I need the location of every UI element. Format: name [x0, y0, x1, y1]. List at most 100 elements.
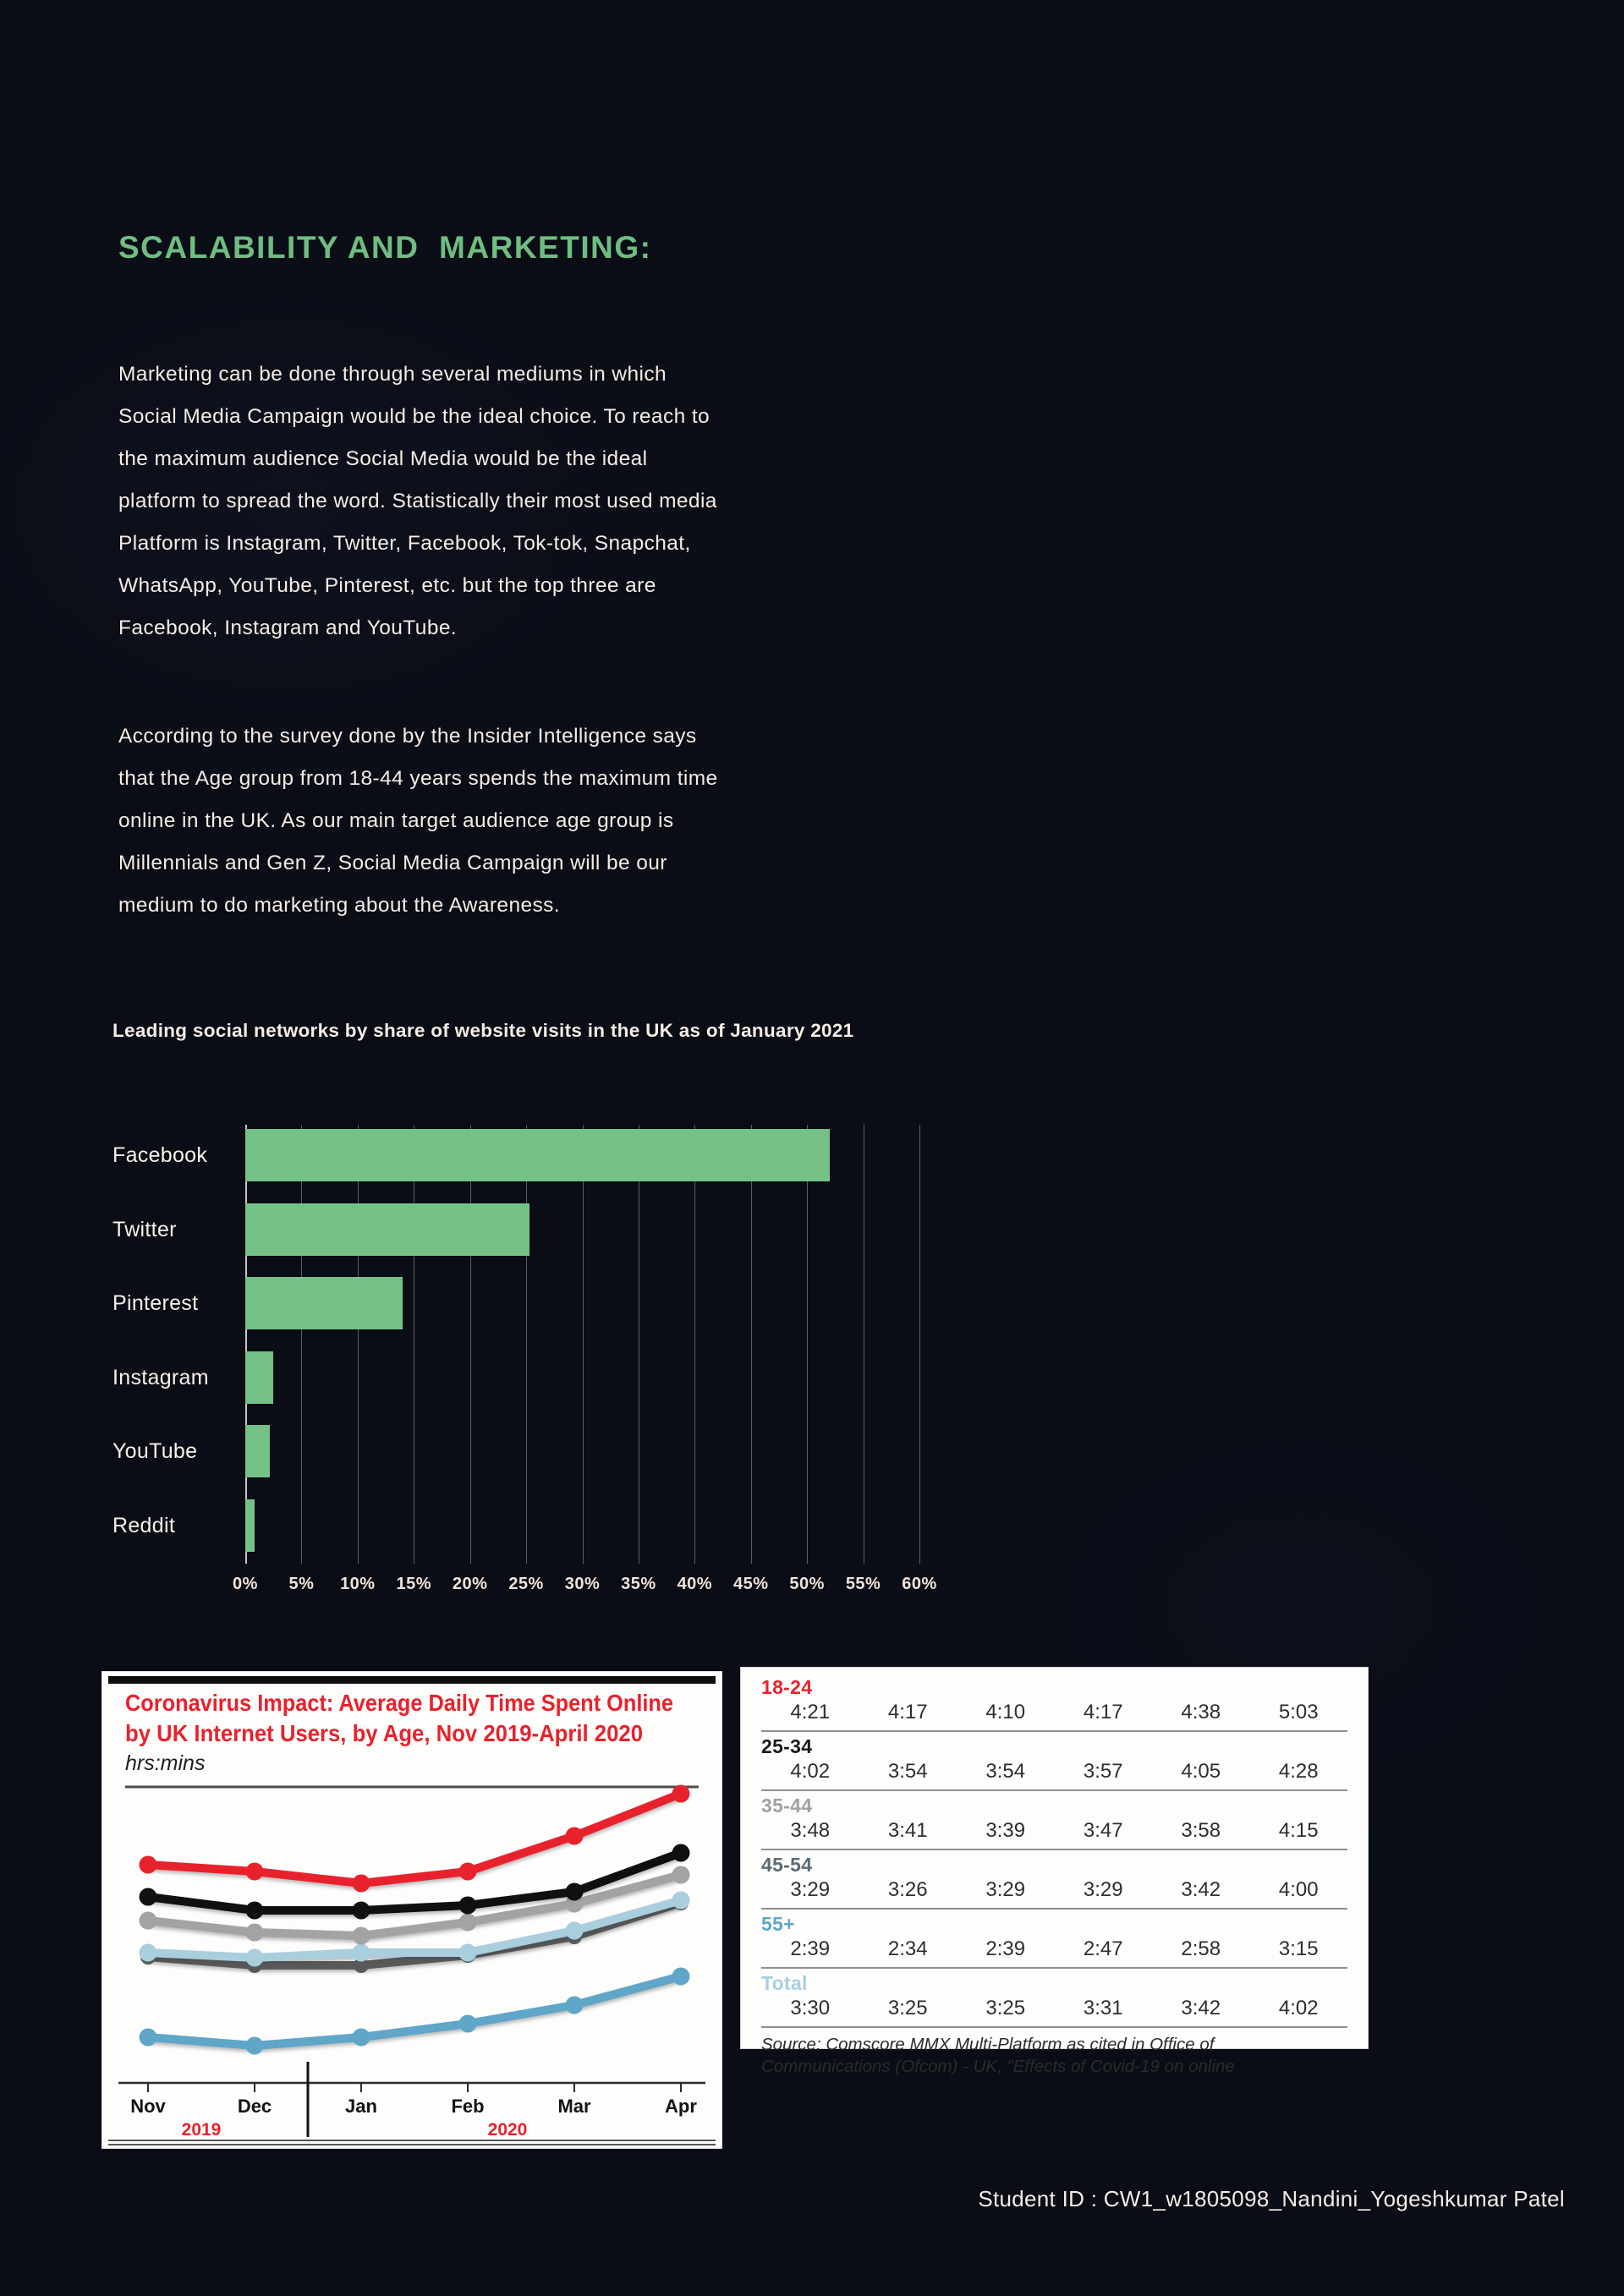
table-cell: 3:15	[1278, 1937, 1319, 1960]
year-label-2020: 2020	[488, 2120, 528, 2140]
data-point-18-24	[245, 1862, 264, 1881]
table-cell: 4:28	[1278, 1760, 1319, 1783]
table-cell: 2:58	[1181, 1937, 1221, 1960]
bar	[245, 1203, 530, 1256]
table-cell: 3:25	[887, 1997, 928, 2019]
bar	[245, 1425, 271, 1477]
table-values-row: 3:48 3:41 3:39 3:47 3:58 4:15	[761, 1817, 1347, 1844]
bar-chart-caption: Leading social networks by share of webs…	[112, 1020, 854, 1041]
line-chart-title: by UK Internet Users, by Age, Nov 2019-A…	[125, 1720, 643, 1746]
gridline	[245, 1125, 247, 1564]
month-label: Mar	[557, 2096, 591, 2117]
line-chart-subtitle: hrs:mins	[125, 1751, 205, 1775]
month-label: Jan	[345, 2096, 377, 2117]
table-cell: 4:15	[1278, 1819, 1319, 1842]
table-row-group-35-44: 35-44 3:48 3:41 3:39 3:47 3:58 4:15	[761, 1791, 1347, 1850]
x-axis-tick-label: 15%	[396, 1575, 432, 1593]
table-cell: 3:57	[1083, 1760, 1123, 1783]
x-axis-tick-label: 0%	[233, 1575, 258, 1593]
table-cell: 3:30	[790, 1997, 831, 2019]
data-point-35-44	[458, 1913, 477, 1932]
table-age-label: 45-54	[761, 1854, 813, 1876]
table-values-row: 4:21 4:17 4:10 4:17 4:38 5:03	[761, 1698, 1347, 1725]
gridline	[357, 1125, 359, 1564]
bar	[245, 1351, 274, 1404]
x-axis-tick-label: 10%	[340, 1575, 376, 1593]
table-cell: 2:39	[790, 1937, 831, 1960]
table-cell: 2:47	[1083, 1937, 1123, 1960]
table-values-row: 3:30 3:25 3:25 3:31 3:42 4:02	[761, 1994, 1347, 2021]
table-cell: 3:31	[1083, 1997, 1123, 2019]
series-line-18-24	[144, 1789, 685, 1888]
table-cell: 3:29	[790, 1878, 831, 1901]
x-axis-tick-label: 5%	[288, 1575, 315, 1593]
table-cell: 3:29	[1083, 1878, 1123, 1901]
table-age-label: 55+	[761, 1913, 795, 1935]
bar-category-label: Instagram	[112, 1365, 209, 1389]
table-cell: 2:39	[985, 1937, 1026, 1960]
data-point-35-44	[139, 1911, 157, 1930]
data-point-45-54	[352, 1943, 370, 1962]
table-age-label: 35-44	[761, 1795, 813, 1817]
bar-chart: 0% 5% 10% 15% 20% 25% 30% 35% 40% 45% 50% 55% 60% Fac…	[112, 1115, 936, 1614]
paragraph-survey: According to the survey done by the Insi…	[118, 725, 718, 917]
series-line-35-44	[144, 1871, 685, 1940]
year-label-2019: 2019	[182, 2120, 222, 2140]
table-cell: 2:34	[887, 1937, 928, 1960]
bar	[245, 1129, 830, 1181]
table-cell: 3:29	[985, 1878, 1026, 1901]
x-axis-tick-label: 40%	[677, 1575, 713, 1593]
table-age-label: 18-24	[761, 1676, 813, 1698]
table-cell: 3:42	[1181, 1878, 1221, 1901]
table-source-note: Source: Comscore MMX Multi-Platform as c…	[761, 2035, 1235, 2076]
data-point-25-34	[672, 1844, 690, 1862]
bar-category-label: Reddit	[112, 1513, 176, 1537]
table-cell: 3:54	[887, 1760, 928, 1783]
data-point-25-34	[352, 1901, 370, 1920]
table-cell: 3:26	[887, 1878, 928, 1901]
data-point-18-24	[458, 1862, 477, 1881]
gridline	[301, 1125, 303, 1564]
x-axis-tick-label: 30%	[564, 1575, 601, 1593]
table-cell: 4:02	[1278, 1997, 1319, 2019]
data-point-35-44	[352, 1926, 370, 1945]
table-cell: 4:21	[790, 1701, 831, 1723]
x-axis-tick-label: 55%	[845, 1575, 881, 1593]
data-point-18-24	[352, 1874, 370, 1893]
top-rule	[108, 1676, 716, 1684]
table-cell: 3:47	[1083, 1819, 1123, 1842]
data-point-45-54	[458, 1943, 477, 1962]
x-axis-tick-label: 35%	[621, 1575, 656, 1593]
month-label: Apr	[665, 2096, 697, 2117]
line-chart-title: Coronavirus Impact: Average Daily Time S…	[125, 1690, 673, 1716]
data-point-18-24	[139, 1855, 157, 1874]
bar-category-label: Twitter	[112, 1217, 177, 1241]
month-label: Nov	[130, 2096, 166, 2117]
gridline	[694, 1125, 696, 1564]
data-point-45-54	[245, 1948, 264, 1967]
table-cell: 4:10	[985, 1701, 1026, 1723]
table-cell: 4:05	[1181, 1760, 1221, 1783]
page-title: SCALABILITY AND MARKETING:	[118, 230, 652, 265]
gridline	[807, 1125, 809, 1564]
series-line-55+	[144, 1972, 685, 2050]
table-cell: 3:58	[1181, 1819, 1221, 1842]
data-point-18-24	[672, 1784, 690, 1803]
data-point-55+	[245, 2036, 264, 2055]
data-point-35-44	[672, 1866, 690, 1884]
table-row-group-25-34: 25-34 4:02 3:54 3:54 3:57 4:05 4:28	[761, 1732, 1347, 1791]
table-row-group-18-24: 18-24 4:21 4:17 4:10 4:17 4:38 5:03	[761, 1673, 1347, 1732]
line-chart-panel: Coronavirus Impact: Average Daily Time S…	[102, 1671, 722, 2149]
table-values-row: 4:02 3:54 3:54 3:57 4:05 4:28	[761, 1757, 1347, 1784]
table-values-row: 2:39 2:34 2:39 2:47 2:58 3:15	[761, 1935, 1347, 1962]
gridline	[526, 1125, 528, 1564]
data-point-55+	[565, 1996, 584, 2014]
series-line-45-54	[144, 1896, 685, 1962]
x-axis-tick-label: 20%	[452, 1575, 488, 1593]
table-cell: 4:17	[887, 1701, 928, 1723]
table-cell: 3:25	[985, 1997, 1026, 2019]
gridline	[919, 1125, 920, 1564]
table-cell: 3:48	[790, 1819, 831, 1842]
table-values-row: 3:29 3:26 3:29 3:29 3:42 4:00	[761, 1876, 1347, 1903]
